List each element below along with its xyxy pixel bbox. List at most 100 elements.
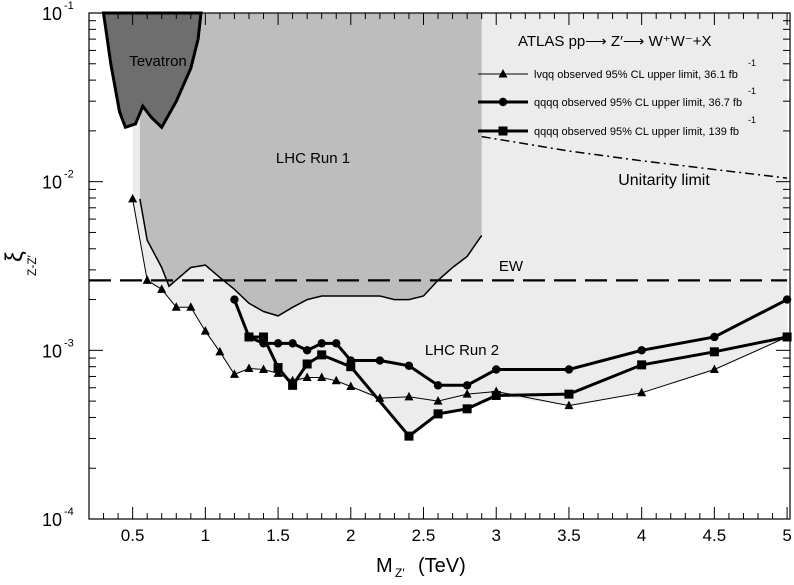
x-tick-label: 2: [346, 526, 355, 545]
qqqq-36-point: [637, 346, 646, 355]
lvqq-36-point: [404, 391, 414, 401]
qqqq-36-point: [302, 346, 312, 355]
qqqq-139-point: [564, 389, 574, 399]
x-tick-label: 3: [491, 526, 500, 545]
tevatron-region: [101, 11, 203, 130]
legend-qqqq-36-label: qqqq observed 95% CL upper limit, 36.7 f…: [534, 97, 742, 109]
y-axis-label-group: ξZ-Z′: [1, 251, 39, 276]
lvqq-36-point: [462, 389, 472, 398]
lvqq-36-point: [273, 368, 283, 377]
y-tick-label: 10: [42, 341, 62, 361]
y-tick-exponent: -1: [64, 0, 74, 12]
x-tick-label: 0.5: [121, 526, 145, 545]
plot-frame: [88, 12, 791, 520]
plot-title: ATLAS pp⟶ Z′⟶ W⁺W⁻+X: [518, 33, 712, 50]
legend-lvqq-36-lumi-exponent: -1: [748, 58, 756, 68]
lvqq-36-point: [637, 387, 647, 397]
qqqq-139-point: [709, 347, 719, 357]
lhc-run2-label: LHC Run 2: [425, 342, 499, 359]
series-markers: [128, 193, 792, 441]
lvqq-36-point: [200, 326, 210, 335]
lvqq-36-point: [215, 346, 225, 356]
x-axis-label-unit: (TeV): [418, 555, 466, 577]
lvqq-36-point: [317, 372, 327, 382]
lhc-run1-boundary: [139, 198, 483, 317]
qqqq-139-point: [288, 380, 298, 390]
qqqq-139-point: [782, 332, 792, 342]
y-tick-label: 10: [42, 4, 62, 24]
lvqq-36-point: [375, 393, 385, 402]
lvqq-36-point: [331, 375, 341, 385]
qqqq-36-point: [273, 339, 283, 348]
qqqq-36-point: [492, 365, 501, 374]
qqqq-139-point: [273, 363, 283, 373]
x-tick-label: 4.5: [703, 526, 727, 545]
legend-lvqq-36-label: lvqq observed 95% CL upper limit, 36.1 f…: [534, 69, 738, 81]
ew-label: EW: [499, 258, 524, 275]
x-tick-label: 4: [637, 526, 646, 545]
lvqq-36-point: [244, 363, 254, 373]
legend-qqqq-139-marker: [498, 126, 508, 136]
lvqq-36-point: [229, 369, 239, 378]
lvqq-36-point: [157, 284, 167, 293]
qqqq-139-point: [302, 359, 312, 369]
x-axis-label: M: [376, 555, 393, 577]
qqqq-139-point: [462, 404, 472, 414]
qqqq-139-point: [244, 332, 254, 342]
y-tick-label: 10: [42, 510, 62, 530]
tevatron-label: Tevatron: [129, 53, 187, 70]
lvqq-36-point: [302, 372, 312, 382]
y-tick-exponent: -4: [64, 506, 74, 518]
legend: ATLAS pp⟶ Z′⟶ W⁺W⁻+X lvqq observed 95% CL…: [478, 33, 756, 138]
x-tick-label: 2.5: [412, 526, 436, 545]
qqqq-139-point: [259, 332, 269, 342]
legend-lvqq-36-marker: [498, 69, 508, 78]
x-axis-label-sub: Z′: [395, 566, 405, 580]
qqqq-139-point: [491, 390, 501, 400]
legend-qqqq-139-lumi-exponent: -1: [748, 115, 756, 125]
qqqq-36-point: [317, 339, 326, 348]
lhc-run1-label: LHC Run 1: [276, 150, 350, 167]
axes-frame: [88, 12, 791, 520]
lvqq-36-point: [171, 302, 181, 311]
qqqq-139-point: [637, 360, 647, 370]
lvqq-36-point: [346, 381, 356, 391]
lvqq-36-point: [142, 275, 152, 284]
qqqq-36-point: [404, 361, 414, 370]
lvqq-36-point: [564, 400, 574, 410]
lvqq-36-point: [186, 302, 196, 311]
y-tick-label: 10: [42, 173, 62, 193]
lvqq-36-point: [259, 364, 269, 373]
lvqq-36-point: [433, 396, 443, 405]
qqqq-36-point: [462, 381, 472, 390]
qqqq-139-point: [346, 362, 356, 372]
x-tick-label: 1: [201, 526, 210, 545]
y-axis-label: ξ: [1, 251, 28, 262]
shaded-regions: [101, 11, 788, 437]
legend-qqqq-36-marker: [498, 97, 508, 107]
qqqq-139-point: [433, 409, 443, 419]
unitarity-label: Unitarity limit: [618, 172, 710, 189]
unitarity-line: [481, 135, 788, 179]
qqqq-36-point: [375, 356, 385, 365]
legend-qqqq-139-label: qqqq observed 95% CL upper limit, 139 fb: [534, 126, 739, 138]
qqqq-36-point: [433, 381, 443, 390]
x-tick-label: 3.5: [557, 526, 581, 545]
qqqq-36-point: [710, 332, 719, 342]
qqqq-36-point: [332, 339, 341, 348]
lvqq-36-point: [709, 364, 719, 373]
y-tick-exponent: -2: [64, 169, 74, 181]
qqqq-139-point: [404, 431, 414, 441]
x-tick-label: 5: [782, 526, 791, 545]
y-tick-exponent: -3: [64, 337, 74, 349]
region-labels: Tevatron LHC Run 1 LHC Run 2 Unitarity limi…: [129, 53, 710, 359]
qqqq-36-point: [564, 365, 574, 374]
qqqq-36-point: [288, 339, 297, 348]
x-tick-label: 1.5: [266, 526, 290, 545]
y-axis-label-sub: Z-Z′: [25, 254, 39, 276]
qqqq-139-point: [317, 350, 327, 360]
lhc-run1-region: [139, 13, 482, 316]
